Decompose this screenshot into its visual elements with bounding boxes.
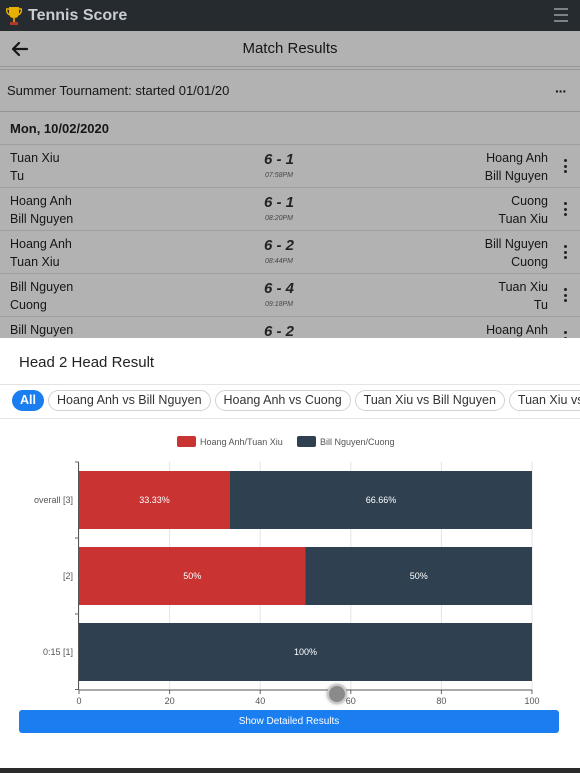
team1-player1: Hoang Anh [10, 194, 72, 208]
bar-segment [229, 471, 532, 529]
team1-player2: Tuan Xiu [10, 255, 60, 269]
divider [0, 384, 580, 385]
team2-player1: Bill Nguyen [484, 237, 548, 251]
bar-value-label: 50% [410, 571, 428, 581]
team1-player1: Bill Nguyen [10, 280, 74, 294]
match-list: Tuan Xiu Tu 6 - 1 07:58PM Hoang Anh Bill Nguy… [0, 145, 580, 360]
team1-player1: Tuan Xiu [10, 151, 60, 165]
match-score: 6 - 4 [263, 280, 294, 297]
x-tick-label: 20 [165, 696, 175, 706]
team2-player2: Tu [533, 298, 548, 312]
modal-backdrop[interactable] [0, 31, 580, 338]
more-vertical-icon[interactable] [564, 245, 568, 259]
team2-player2: Bill Nguyen [484, 169, 548, 183]
match-score: 6 - 1 [263, 194, 294, 211]
x-tick-label: 60 [346, 696, 356, 706]
team2-player2: Cuong [511, 255, 548, 269]
match-time: 08:44PM [264, 258, 294, 265]
bar-value-label: 100% [294, 647, 317, 657]
match-score: 6 - 2 [263, 323, 294, 340]
match-row[interactable]: Tuan Xiu Tu 6 - 1 07:58PM Hoang Anh Bill Nguy… [0, 145, 580, 188]
legend-label: Bill Nguyen/Cuong [320, 437, 395, 447]
more-vertical-icon[interactable] [564, 288, 568, 302]
bar-value-label: 33.33% [139, 495, 170, 505]
scroll-handle[interactable] [327, 684, 347, 704]
legend-swatch [177, 436, 196, 447]
app-titlebar: Tennis Score [0, 0, 580, 31]
match-row[interactable]: Hoang Anh Bill Nguyen 6 - 1 08:20PM Cuong Tua… [0, 188, 580, 231]
matchup-chip[interactable]: Tuan Xiu vs Bill Nguyen [354, 390, 505, 411]
team2-player1: Hoang Anh [486, 323, 548, 337]
match-score: 6 - 2 [263, 237, 294, 254]
chip-all[interactable]: All [12, 390, 44, 411]
page-title: Match Results [242, 40, 338, 57]
more-vertical-icon[interactable] [564, 202, 568, 216]
legend-swatch [297, 436, 316, 447]
team1-player1: Hoang Anh [10, 237, 72, 251]
sheet-title: Head 2 Head Result [19, 354, 155, 371]
x-tick-label: 40 [255, 696, 265, 706]
tournament-row[interactable]: Summer Tournament: started 01/01/20 ··· [0, 69, 580, 112]
trophy-icon [6, 6, 22, 25]
team2-player1: Hoang Anh [486, 151, 548, 165]
back-arrow-icon[interactable] [10, 39, 30, 59]
team1-player1: Bill Nguyen [10, 323, 74, 337]
match-row[interactable]: Hoang Anh Tuan Xiu 6 - 2 08:44PM Bill Nguyen… [0, 231, 580, 274]
y-tick-label: [2] [63, 571, 73, 581]
more-horizontal-icon[interactable]: ··· [555, 83, 567, 99]
matchup-chip[interactable]: Hoang Anh vs Bill Nguyen [47, 390, 211, 411]
team2-player2: Tuan Xiu [498, 212, 548, 226]
matchup-chip[interactable]: Hoang Anh vs Cuong [214, 390, 351, 411]
x-tick-label: 0 [76, 696, 81, 706]
x-tick-label: 100 [524, 696, 539, 706]
bar-segment [79, 547, 306, 605]
bar-value-label: 66.66% [366, 495, 397, 505]
match-score: 6 - 1 [263, 151, 294, 168]
y-tick-label: 0:15 [1] [43, 647, 73, 657]
hamburger-menu-icon[interactable] [554, 8, 568, 22]
page-header: Match Results [0, 31, 580, 67]
matchup-chip[interactable]: Tuan Xiu vs Cuong [508, 390, 580, 411]
match-time: 09:18PM [264, 301, 294, 308]
y-tick-label: overall [3] [34, 495, 73, 505]
match-time: 07:58PM [264, 172, 294, 179]
head-to-head-sheet: Head 2 Head Result All Hoang Anh vs Bill … [0, 338, 580, 773]
match-row[interactable]: Bill Nguyen Cuong 6 - 4 09:18PM Tuan Xiu Tu [0, 274, 580, 317]
legend-label: Hoang Anh/Tuan Xiu [200, 437, 283, 447]
match-time: 08:20PM [264, 215, 294, 222]
bar-segment [79, 623, 532, 681]
team2-player1: Cuong [511, 194, 548, 208]
more-vertical-icon[interactable] [564, 159, 568, 173]
team1-player2: Cuong [10, 298, 47, 312]
x-tick-label: 80 [436, 696, 446, 706]
team1-player2: Bill Nguyen [10, 212, 74, 226]
bar-value-label: 50% [183, 571, 201, 581]
head-to-head-chart: Hoang Anh/Tuan Xiu Bill Nguyen/Cuong 0 20 40… [34, 436, 540, 706]
bar-segment [79, 471, 230, 529]
app-title: Tennis Score [28, 6, 128, 24]
matchup-filter-chips: All Hoang Anh vs Bill Nguyen Hoang Anh vs … [12, 390, 580, 412]
team1-player2: Tu [10, 169, 25, 183]
divider [0, 418, 580, 419]
bottom-bar [0, 768, 580, 773]
show-detailed-results-button[interactable]: Show Detailed Results [19, 710, 559, 733]
team2-player1: Tuan Xiu [498, 280, 548, 294]
bar-segment [305, 547, 532, 605]
tournament-label: Summer Tournament: started 01/01/20 [7, 83, 230, 98]
date-header: Mon, 10/02/2020 [0, 112, 580, 145]
